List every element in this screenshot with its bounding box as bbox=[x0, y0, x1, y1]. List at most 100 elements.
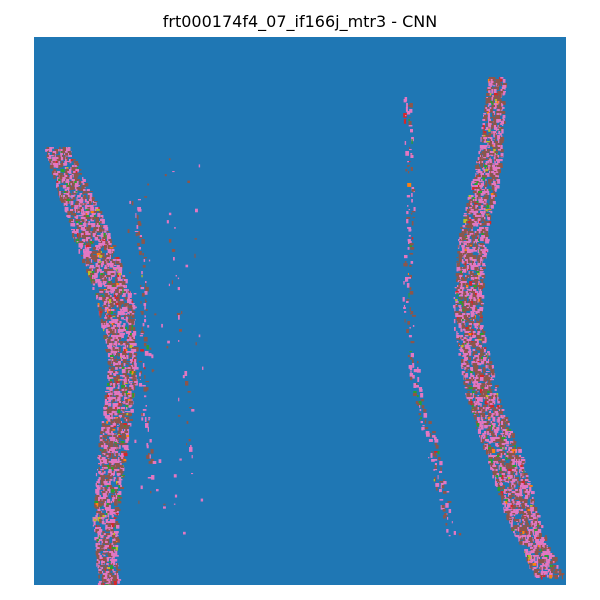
map-pixel-cluster bbox=[480, 417, 483, 421]
map-pixel-cluster bbox=[130, 365, 133, 367]
map-pixel-cluster bbox=[89, 215, 94, 217]
map-pixel-cluster bbox=[477, 375, 480, 378]
map-pixel-cluster bbox=[486, 385, 489, 388]
map-pixel-cluster bbox=[127, 345, 129, 348]
map-pixel-cluster bbox=[111, 253, 113, 258]
map-pixel-cluster bbox=[85, 257, 87, 260]
map-pixel-cluster bbox=[105, 483, 108, 486]
map-pixel-cluster bbox=[92, 267, 95, 269]
map-pixel-cluster bbox=[497, 419, 501, 423]
map-pixel-cluster bbox=[468, 201, 471, 205]
map-pixel-cluster bbox=[117, 433, 121, 436]
map-pixel-cluster bbox=[97, 213, 101, 218]
map-pixel-cluster bbox=[501, 87, 506, 90]
map-pixel-cluster bbox=[474, 377, 477, 379]
map-pixel-cluster bbox=[466, 239, 468, 243]
map-pixel-cluster bbox=[480, 309, 483, 312]
map-pixel-cluster bbox=[472, 215, 475, 218]
map-pixel-cluster bbox=[469, 281, 473, 286]
map-pixel-cluster bbox=[115, 291, 119, 293]
map-pixel-cluster bbox=[480, 397, 483, 402]
map-pixel-cluster bbox=[471, 341, 473, 343]
map-pixel-cluster bbox=[504, 447, 507, 450]
map-pixel-cluster bbox=[117, 481, 122, 483]
map-pixel-cluster bbox=[470, 183, 473, 187]
map-pixel-cluster bbox=[459, 305, 461, 309]
map-pixel-cluster bbox=[65, 211, 68, 213]
map-pixel-cluster bbox=[113, 293, 116, 297]
map-pixel-cluster bbox=[103, 425, 108, 428]
map-pixel-cluster bbox=[479, 175, 481, 179]
map-pixel-cluster bbox=[109, 557, 111, 559]
map-pixel-cluster bbox=[110, 547, 113, 551]
map-pixel-cluster bbox=[115, 361, 118, 364]
map-pixel-cluster bbox=[97, 235, 101, 237]
map-pixel-cluster bbox=[474, 281, 478, 286]
map-pixel-cluster bbox=[471, 265, 475, 268]
map-pixel-cluster bbox=[108, 243, 112, 246]
map-pixel-cluster bbox=[103, 225, 106, 228]
map-pixel-cluster bbox=[482, 409, 486, 413]
map-pixel-cluster bbox=[77, 211, 80, 213]
map-pixel-cluster bbox=[124, 353, 128, 356]
map-pixel-cluster bbox=[60, 197, 65, 199]
map-pixel-cluster bbox=[474, 355, 477, 358]
map-pixel-cluster bbox=[101, 421, 105, 424]
map-pixel-cluster bbox=[468, 333, 472, 336]
map-pixel-cluster bbox=[90, 211, 94, 214]
map-pixel-cluster bbox=[125, 379, 127, 383]
map-pixel-cluster bbox=[114, 469, 117, 471]
map-pixel-cluster bbox=[474, 205, 479, 209]
map-pixel-cluster bbox=[113, 405, 118, 407]
map-pixel-cluster bbox=[126, 433, 129, 437]
map-pixel-cluster bbox=[124, 427, 127, 432]
map-pixel-cluster bbox=[492, 373, 495, 376]
map-pixel-cluster bbox=[455, 305, 458, 308]
map-pixel-cluster bbox=[107, 503, 112, 505]
map-pixel-cluster bbox=[57, 159, 60, 162]
map-pixel-cluster bbox=[129, 345, 133, 349]
map-pixel-cluster bbox=[469, 219, 472, 221]
map-pixel-cluster bbox=[116, 539, 120, 541]
map-pixel-cluster bbox=[473, 205, 476, 209]
map-pixel-cluster bbox=[95, 483, 97, 487]
map-pixel-cluster bbox=[471, 407, 476, 409]
map-pixel-cluster bbox=[458, 257, 461, 262]
map-pixel-cluster bbox=[103, 481, 106, 484]
map-pixel-cluster bbox=[481, 251, 486, 254]
map-pixel-cluster bbox=[465, 381, 469, 384]
map-pixel-cluster bbox=[463, 295, 465, 298]
map-pixel-cluster bbox=[496, 479, 499, 483]
map-pixel-cluster bbox=[125, 349, 128, 352]
map-pixel-cluster bbox=[45, 149, 48, 152]
map-pixel-cluster bbox=[95, 517, 98, 521]
map-pixel-cluster bbox=[88, 257, 92, 259]
map-pixel-cluster bbox=[504, 435, 507, 437]
map-pixel-cluster bbox=[483, 233, 487, 238]
map-pixel-cluster bbox=[106, 523, 109, 525]
map-pixel-cluster bbox=[474, 339, 478, 342]
map-pixel-cluster bbox=[476, 179, 481, 183]
map-pixel-cluster bbox=[485, 239, 490, 244]
map-pixel-cluster bbox=[470, 367, 473, 370]
map-pixel-cluster bbox=[123, 375, 127, 380]
map-pixel-cluster bbox=[95, 537, 99, 541]
map-pixel-cluster bbox=[479, 329, 482, 331]
map-pixel-cluster bbox=[66, 151, 68, 154]
map-pixel-cluster bbox=[508, 445, 512, 447]
map-pixel-cluster bbox=[52, 153, 54, 157]
map-pixel-cluster bbox=[104, 549, 108, 553]
map-pixel-cluster bbox=[495, 173, 500, 176]
map-pixel-cluster bbox=[478, 383, 482, 387]
map-pixel-cluster bbox=[495, 141, 498, 146]
map-pixel-cluster bbox=[472, 379, 475, 382]
map-pixel-cluster bbox=[464, 279, 466, 282]
map-pixel-cluster bbox=[488, 445, 491, 448]
map-pixel-cluster bbox=[92, 517, 97, 522]
map-pixel-cluster bbox=[132, 393, 134, 398]
map-pixel-cluster bbox=[486, 451, 489, 454]
map-pixel-cluster bbox=[109, 441, 113, 444]
map-pixel-cluster bbox=[99, 461, 102, 463]
map-pixel-cluster bbox=[477, 363, 482, 366]
map-pixel-cluster bbox=[102, 443, 106, 446]
